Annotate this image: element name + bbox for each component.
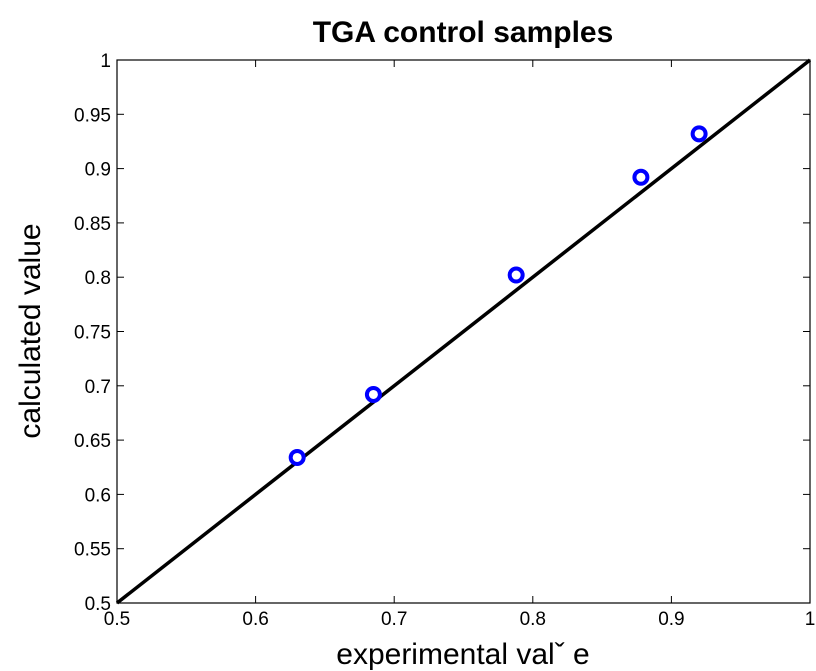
y-tick-label: 0.8 (85, 268, 111, 289)
chart-title: TGA control samples (313, 16, 614, 49)
x-axis-label: experimental valˇ e (336, 638, 589, 671)
x-tick-label: 0.7 (381, 609, 407, 630)
x-tick-label: 0.8 (520, 609, 546, 630)
x-tick-label: 0.5 (104, 609, 130, 630)
y-tick-label: 0.75 (74, 323, 111, 344)
reference-line (115, 58, 812, 605)
y-tick-label: 0.55 (74, 540, 111, 561)
y-tick-label: 0.95 (74, 105, 111, 126)
y-axis-label: calculated value (14, 223, 47, 438)
data-point (690, 125, 708, 143)
x-tick-label: 0.6 (242, 609, 268, 630)
y-tick-label: 0.9 (85, 160, 111, 181)
y-tick-label: 0.5 (85, 594, 111, 615)
y-tick-label: 0.85 (74, 214, 111, 235)
data-point (288, 448, 306, 466)
y-tick-label: 0.65 (74, 431, 111, 452)
x-tick-label: 0.9 (658, 609, 684, 630)
data-point (507, 266, 525, 284)
y-tick-label: 0.6 (85, 485, 111, 506)
y-tick-label: 1 (100, 51, 111, 72)
data-point (364, 385, 382, 403)
y-tick-label: 0.7 (85, 377, 111, 398)
x-tick-label: 1 (805, 609, 816, 630)
data-point (632, 168, 650, 186)
